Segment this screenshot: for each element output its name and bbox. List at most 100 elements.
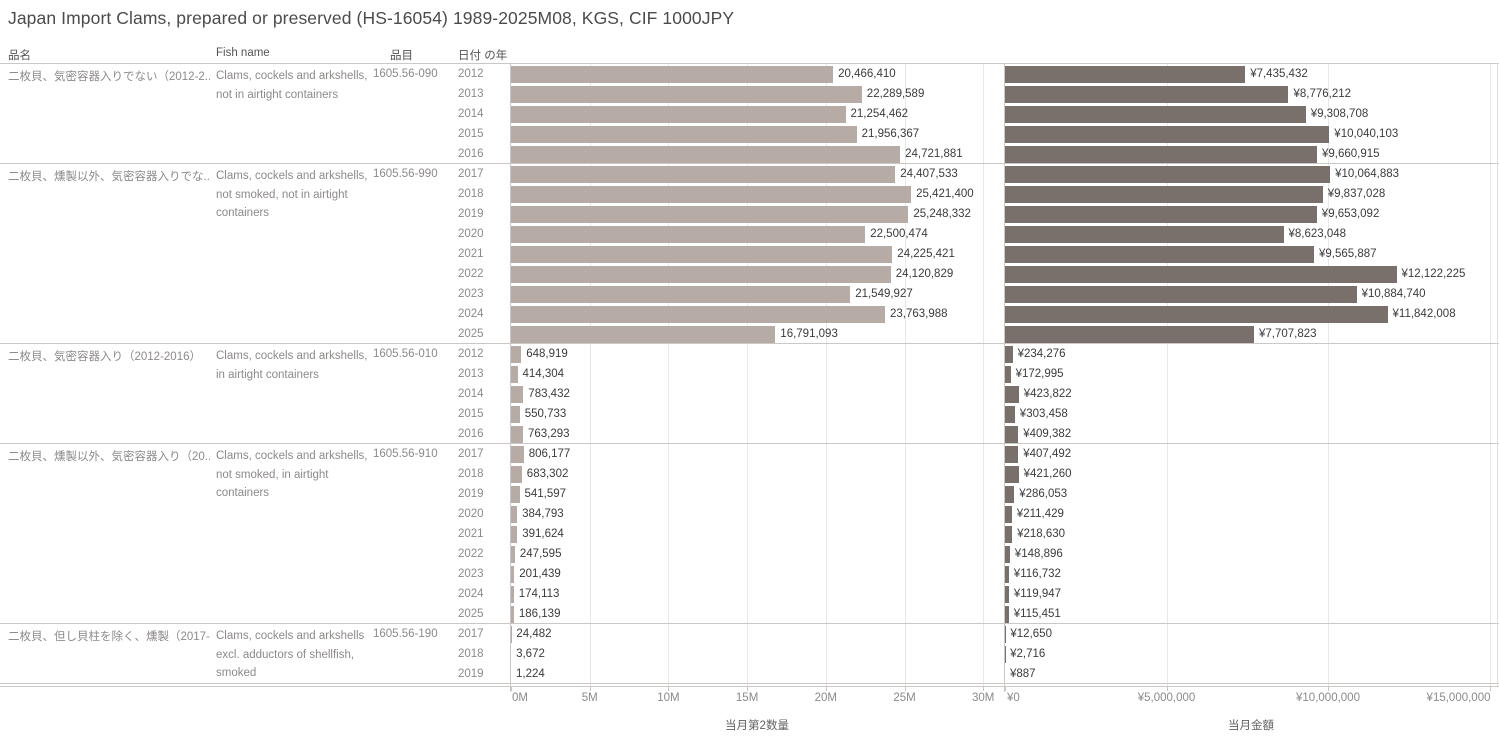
amount-bar[interactable]: [1005, 345, 1013, 363]
column-header-name[interactable]: 品名: [8, 50, 31, 62]
hs-code[interactable]: 1605.56-910: [373, 448, 438, 460]
quantity-bar[interactable]: [511, 545, 515, 563]
quantity-bar[interactable]: [511, 465, 522, 483]
quantity-bar[interactable]: [511, 305, 886, 323]
year-label[interactable]: 2012: [458, 68, 484, 80]
amount-bar[interactable]: [1005, 585, 1009, 603]
year-label[interactable]: 2025: [458, 328, 484, 340]
quantity-bar[interactable]: [511, 245, 893, 263]
product-name[interactable]: 二枚貝、気密容器入りでない（2012-2..: [8, 71, 210, 83]
amount-bar[interactable]: [1005, 125, 1330, 143]
year-label[interactable]: 2012: [458, 348, 484, 360]
quantity-bar[interactable]: [511, 85, 862, 103]
amount-bar[interactable]: [1005, 565, 1009, 583]
amount-bar[interactable]: [1005, 325, 1254, 343]
year-label[interactable]: 2014: [458, 388, 484, 400]
quantity-bar[interactable]: [511, 605, 514, 623]
quantity-bar[interactable]: [511, 285, 851, 303]
fish-name[interactable]: Clams, cockels and arkshells, not smoked…: [216, 170, 368, 219]
quantity-bar[interactable]: [511, 65, 834, 83]
hs-code[interactable]: 1605.56-990: [373, 168, 438, 180]
amount-bar[interactable]: [1005, 145, 1318, 163]
year-label[interactable]: 2015: [458, 128, 484, 140]
year-label[interactable]: 2021: [458, 528, 484, 540]
column-header-year[interactable]: 日付 の年: [458, 50, 508, 62]
amount-bar[interactable]: [1005, 245, 1314, 263]
quantity-bar[interactable]: [511, 505, 518, 523]
product-name[interactable]: 二枚貝、但し貝柱を除く、燻製（2017-..: [8, 631, 210, 643]
quantity-bar[interactable]: [511, 205, 909, 223]
year-label[interactable]: 2024: [458, 308, 484, 320]
amount-bar[interactable]: [1005, 105, 1306, 123]
fish-name[interactable]: Clams, cockels and arkshells, not smoked…: [216, 450, 368, 499]
amount-bar[interactable]: [1005, 365, 1011, 383]
quantity-bar[interactable]: [511, 525, 518, 543]
quantity-bar[interactable]: [511, 145, 901, 163]
quantity-bar[interactable]: [511, 225, 866, 243]
quantity-bar[interactable]: [511, 565, 515, 583]
year-label[interactable]: 2019: [458, 668, 484, 680]
amount-bar[interactable]: [1005, 605, 1009, 623]
year-label[interactable]: 2022: [458, 548, 484, 560]
year-label[interactable]: 2013: [458, 368, 484, 380]
fish-name[interactable]: Clams, cockels and arkshells, in airtigh…: [216, 350, 368, 381]
year-label[interactable]: 2018: [458, 188, 484, 200]
year-label[interactable]: 2023: [458, 288, 484, 300]
year-label[interactable]: 2018: [458, 648, 484, 660]
year-label[interactable]: 2015: [458, 408, 484, 420]
quantity-bar[interactable]: [511, 485, 520, 503]
amount-bar[interactable]: [1005, 205, 1317, 223]
year-label[interactable]: 2016: [458, 428, 484, 440]
quantity-bar[interactable]: [511, 405, 520, 423]
amount-bar[interactable]: [1005, 385, 1019, 403]
year-label[interactable]: 2017: [458, 448, 484, 460]
amount-bar[interactable]: [1005, 265, 1397, 283]
year-label[interactable]: 2019: [458, 488, 484, 500]
column-header-fish[interactable]: Fish name: [216, 47, 270, 59]
product-name[interactable]: 二枚貝、気密容器入り（2012-2016）: [8, 351, 201, 363]
product-name[interactable]: 二枚貝、燻製以外、気密容器入りでな..: [8, 171, 210, 183]
amount-bar[interactable]: [1005, 85, 1289, 103]
product-name[interactable]: 二枚貝、燻製以外、気密容器入り（20..: [8, 451, 210, 463]
quantity-bar[interactable]: [511, 325, 776, 343]
year-label[interactable]: 2017: [458, 628, 484, 640]
hs-code[interactable]: 1605.56-090: [373, 68, 438, 80]
year-label[interactable]: 2021: [458, 248, 484, 260]
year-label[interactable]: 2019: [458, 208, 484, 220]
amount-bar[interactable]: [1005, 225, 1284, 243]
amount-bar[interactable]: [1005, 545, 1010, 563]
fish-name[interactable]: Clams, cockels and arkshells excl. adduc…: [216, 630, 365, 679]
year-label[interactable]: 2024: [458, 588, 484, 600]
hs-code[interactable]: 1605.56-190: [373, 628, 438, 640]
quantity-bar[interactable]: [511, 385, 524, 403]
column-header-code[interactable]: 品目: [390, 50, 413, 62]
amount-bar[interactable]: [1005, 65, 1246, 83]
amount-bar[interactable]: [1005, 165, 1331, 183]
quantity-bar[interactable]: [511, 125, 857, 143]
quantity-bar[interactable]: [511, 425, 523, 443]
year-label[interactable]: 2023: [458, 568, 484, 580]
year-label[interactable]: 2025: [458, 608, 484, 620]
amount-bar[interactable]: [1005, 505, 1012, 523]
year-label[interactable]: 2018: [458, 468, 484, 480]
year-label[interactable]: 2020: [458, 508, 484, 520]
amount-bar[interactable]: [1005, 185, 1323, 203]
quantity-bar[interactable]: [511, 185, 912, 203]
fish-name[interactable]: Clams, cockels and arkshells, not in air…: [216, 70, 368, 101]
hs-code[interactable]: 1605.56-010: [373, 348, 438, 360]
quantity-bar[interactable]: [511, 265, 891, 283]
quantity-bar[interactable]: [511, 165, 896, 183]
amount-bar[interactable]: [1005, 445, 1019, 463]
year-label[interactable]: 2014: [458, 108, 484, 120]
amount-bar[interactable]: [1005, 405, 1015, 423]
amount-bar[interactable]: [1005, 285, 1357, 303]
year-label[interactable]: 2020: [458, 228, 484, 240]
year-label[interactable]: 2022: [458, 268, 484, 280]
amount-bar[interactable]: [1005, 485, 1015, 503]
amount-bar[interactable]: [1005, 525, 1013, 543]
year-label[interactable]: 2013: [458, 88, 484, 100]
year-label[interactable]: 2016: [458, 148, 484, 160]
quantity-bar[interactable]: [511, 105, 846, 123]
quantity-bar[interactable]: [511, 365, 518, 383]
amount-bar[interactable]: [1005, 425, 1019, 443]
